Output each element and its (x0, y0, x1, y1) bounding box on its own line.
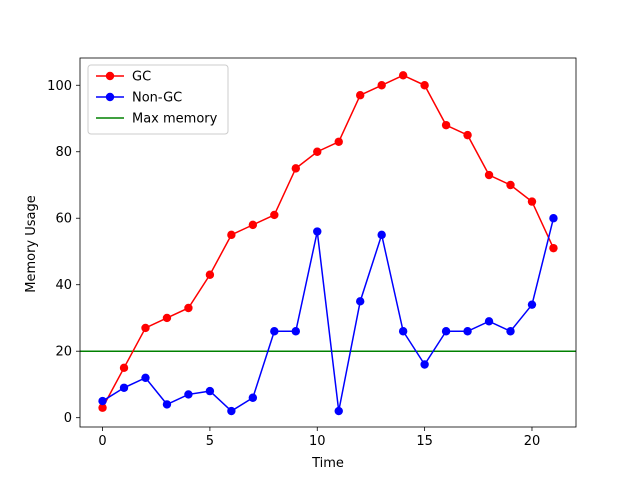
data-point-non-gc (184, 390, 193, 399)
data-point-non-gc (291, 327, 300, 336)
data-point-gc (398, 71, 408, 80)
data-point-non-gc (313, 227, 322, 236)
data-point-non-gc (227, 406, 236, 416)
data-point-gc (420, 81, 429, 90)
data-point-non-gc (398, 327, 408, 336)
data-point-non-gc (549, 214, 558, 223)
x-tick-label: 5 (206, 434, 214, 449)
data-point-gc (527, 197, 537, 206)
y-tick-label: 60 (55, 212, 72, 227)
legend-label-non-gc: Non-GC (132, 91, 182, 106)
data-point-non-gc (441, 327, 451, 336)
axes: 0 5 10 15 20 0 20 40 60 80 100 (47, 57, 577, 449)
data-point-gc (506, 180, 515, 190)
plot-area (80, 71, 576, 416)
data-point-non-gc (270, 327, 279, 336)
legend-label-gc: GC (132, 70, 151, 85)
data-point-non-gc (463, 327, 472, 336)
data-point-gc (334, 137, 343, 146)
y-axis-label: Memory Usage (24, 195, 39, 293)
data-point-non-gc (98, 396, 107, 406)
legend-box (87, 64, 229, 135)
x-tick-label: 0 (98, 434, 106, 449)
data-point-non-gc (248, 393, 258, 402)
data-point-gc (141, 323, 150, 333)
data-point-non-gc (119, 383, 129, 392)
data-point-non-gc (162, 400, 172, 409)
data-point-gc (162, 313, 172, 323)
legend-marker-gc (105, 71, 115, 81)
y-tick-label: 20 (55, 345, 72, 360)
data-point-non-gc (377, 230, 386, 240)
data-point-gc (227, 230, 236, 240)
data-point-gc (441, 120, 451, 130)
legend-marker-non-gc (105, 92, 115, 102)
data-point-non-gc (334, 406, 343, 416)
x-tick-label: 10 (309, 434, 326, 449)
data-point-non-gc (356, 297, 365, 306)
data-point-gc (463, 130, 472, 140)
series-line-non-gc (102, 218, 555, 412)
x-axis-label: Time (311, 456, 344, 471)
data-point-gc (119, 363, 129, 373)
data-point-gc (377, 81, 386, 90)
data-point-gc (291, 164, 300, 173)
legend-label-max-memory: Max memory (132, 112, 218, 127)
data-point-gc (205, 270, 215, 279)
data-point-gc (270, 210, 279, 220)
data-point-non-gc (527, 300, 537, 309)
data-point-gc (184, 303, 193, 313)
y-tick-label: 80 (55, 145, 72, 160)
data-point-gc (356, 91, 365, 100)
x-tick-label: 15 (416, 434, 433, 449)
data-point-gc (484, 170, 494, 180)
plot-frame (79, 57, 577, 428)
data-point-gc (313, 147, 322, 156)
data-point-non-gc (484, 317, 494, 326)
y-tick-label: 40 (55, 278, 72, 293)
x-tick-label: 20 (524, 434, 541, 449)
data-point-gc (549, 243, 558, 253)
data-point-gc (248, 220, 258, 230)
y-tick-label: 100 (47, 79, 72, 94)
data-point-non-gc (205, 386, 215, 396)
data-point-gc (98, 403, 107, 412)
y-tick-label: 0 (64, 411, 72, 426)
legend: GC Non-GC Max memory (87, 64, 229, 135)
data-point-non-gc (420, 360, 429, 369)
data-point-non-gc (506, 327, 515, 336)
data-point-non-gc (141, 373, 150, 382)
series-line-gc (101, 74, 555, 409)
